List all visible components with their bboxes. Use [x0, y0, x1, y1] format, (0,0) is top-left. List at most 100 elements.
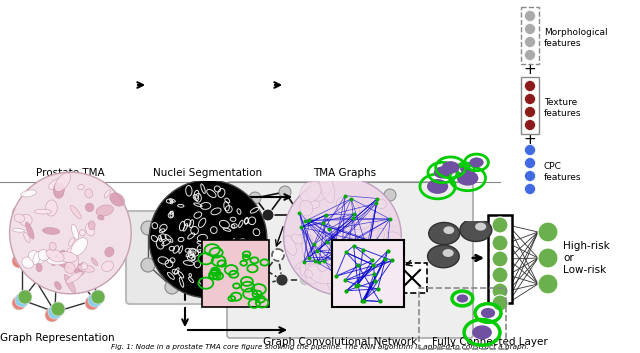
Circle shape [88, 248, 102, 262]
Ellipse shape [349, 254, 370, 276]
Ellipse shape [334, 237, 361, 262]
Circle shape [538, 274, 558, 294]
Circle shape [525, 144, 536, 156]
Ellipse shape [349, 219, 371, 230]
Ellipse shape [58, 186, 65, 196]
Circle shape [18, 248, 32, 262]
Circle shape [91, 290, 105, 304]
Circle shape [279, 186, 291, 198]
Circle shape [85, 204, 99, 218]
Circle shape [15, 293, 29, 307]
Circle shape [284, 178, 401, 295]
Circle shape [472, 325, 492, 340]
Circle shape [51, 187, 65, 201]
Circle shape [460, 219, 492, 241]
Ellipse shape [49, 178, 65, 190]
Circle shape [457, 294, 468, 303]
Ellipse shape [335, 251, 345, 261]
Circle shape [45, 193, 59, 207]
Circle shape [362, 252, 374, 264]
FancyBboxPatch shape [227, 182, 473, 338]
Ellipse shape [57, 252, 77, 262]
Ellipse shape [300, 181, 321, 203]
Ellipse shape [77, 185, 84, 190]
Ellipse shape [105, 247, 114, 257]
Circle shape [50, 248, 64, 262]
Ellipse shape [98, 215, 104, 220]
FancyBboxPatch shape [397, 263, 427, 293]
Circle shape [525, 184, 536, 195]
Ellipse shape [24, 233, 30, 243]
Ellipse shape [54, 282, 61, 290]
Circle shape [428, 245, 460, 268]
Ellipse shape [20, 214, 32, 226]
Circle shape [349, 277, 361, 289]
Ellipse shape [13, 228, 24, 232]
Circle shape [141, 221, 155, 235]
Circle shape [249, 279, 261, 291]
Text: Nuclei Segmentation: Nuclei Segmentation [154, 168, 262, 178]
Circle shape [165, 280, 179, 294]
Circle shape [469, 157, 484, 167]
Ellipse shape [22, 257, 34, 268]
Ellipse shape [71, 238, 88, 256]
Circle shape [525, 36, 536, 48]
Circle shape [149, 180, 267, 298]
Circle shape [276, 274, 288, 286]
Ellipse shape [361, 245, 380, 262]
Circle shape [443, 249, 454, 257]
Ellipse shape [307, 264, 337, 284]
Circle shape [312, 189, 324, 201]
Ellipse shape [317, 238, 335, 271]
Circle shape [48, 305, 62, 319]
Circle shape [525, 94, 536, 104]
Ellipse shape [305, 270, 313, 278]
Ellipse shape [304, 247, 326, 259]
Ellipse shape [68, 256, 82, 274]
Text: +: + [524, 62, 536, 78]
Ellipse shape [336, 197, 360, 220]
Ellipse shape [79, 263, 85, 275]
Ellipse shape [110, 193, 125, 206]
Circle shape [372, 209, 384, 221]
Ellipse shape [79, 230, 85, 236]
Ellipse shape [379, 248, 393, 256]
Ellipse shape [44, 251, 48, 259]
Circle shape [91, 245, 105, 259]
Circle shape [88, 293, 102, 307]
Circle shape [85, 251, 99, 265]
Ellipse shape [86, 223, 95, 236]
Ellipse shape [362, 239, 376, 259]
Ellipse shape [306, 267, 321, 284]
Ellipse shape [96, 205, 113, 216]
Ellipse shape [49, 242, 56, 251]
Ellipse shape [54, 173, 70, 192]
Circle shape [492, 235, 508, 251]
Circle shape [48, 190, 62, 204]
Text: Prostate TMA: Prostate TMA [36, 168, 104, 178]
Circle shape [434, 166, 451, 179]
Ellipse shape [72, 224, 79, 240]
Circle shape [538, 248, 558, 268]
Ellipse shape [52, 250, 65, 266]
Circle shape [429, 222, 460, 245]
Ellipse shape [339, 273, 355, 291]
Circle shape [525, 11, 536, 22]
Ellipse shape [14, 214, 24, 222]
Ellipse shape [85, 203, 94, 212]
Text: Graph Convolutional Network: Graph Convolutional Network [263, 337, 417, 347]
Ellipse shape [28, 251, 45, 263]
Circle shape [475, 223, 486, 231]
Circle shape [10, 172, 131, 294]
Circle shape [525, 170, 536, 181]
Circle shape [339, 189, 351, 201]
Ellipse shape [26, 222, 34, 239]
Circle shape [85, 296, 99, 310]
Circle shape [372, 274, 384, 286]
Circle shape [442, 161, 460, 174]
Ellipse shape [361, 228, 387, 256]
Ellipse shape [311, 240, 344, 259]
Ellipse shape [382, 232, 403, 252]
Circle shape [349, 209, 361, 221]
Circle shape [492, 251, 508, 267]
